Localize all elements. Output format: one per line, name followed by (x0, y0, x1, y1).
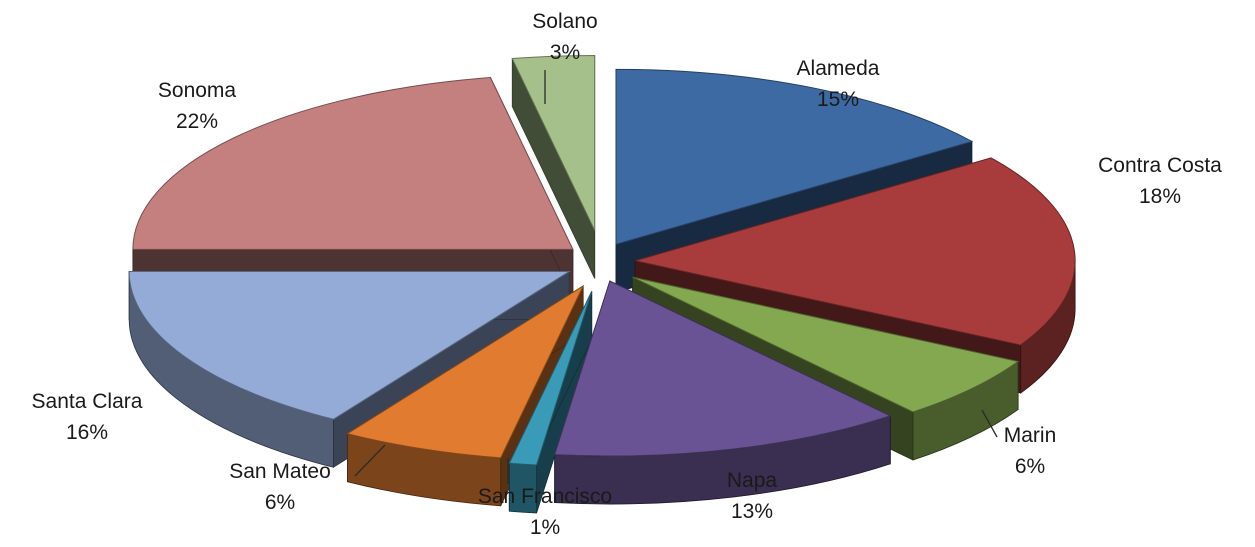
slice-alameda (615, 68, 974, 246)
slice-contra-costa (634, 157, 1076, 346)
slice-santa-clara (128, 271, 571, 420)
slice-sonoma (132, 76, 574, 250)
slice-labels: Alameda 15% Contra Costa 18% Marin 6% Napa 13% S… (32, 10, 1223, 539)
slice-value-santa-clara: 16% (66, 421, 108, 444)
slice-label-marin: Marin (1004, 424, 1057, 447)
slice-label-san-francisco: San Francisco (478, 485, 612, 508)
slice-label-santa-clara: Santa Clara (32, 390, 143, 413)
slice-label-sonoma: Sonoma (158, 79, 237, 102)
leader-line-marin (981, 409, 998, 438)
slice-value-marin: 6% (1015, 455, 1045, 478)
slice-value-solano: 3% (550, 41, 580, 64)
slice-label-contra-costa: Contra Costa (1098, 154, 1222, 177)
slice-value-san-mateo: 6% (265, 491, 295, 514)
slice-value-sonoma: 22% (176, 110, 218, 133)
slice-san-francisco (508, 291, 593, 466)
slice-value-napa: 13% (731, 500, 773, 523)
leader-lines (354, 70, 998, 484)
slice-solano (511, 54, 596, 231)
slice-tops (128, 54, 1076, 466)
slice-label-napa: Napa (727, 469, 778, 492)
slice-marin (632, 276, 1020, 413)
slice-napa (554, 280, 892, 457)
slice-san-mateo (346, 284, 585, 459)
slice-label-alameda: Alameda (797, 57, 880, 80)
slice-label-solano: Solano (532, 10, 597, 33)
slice-value-alameda: 15% (817, 88, 859, 111)
leader-line-san-mateo (354, 444, 386, 477)
slice-label-san-mateo: San Mateo (229, 460, 331, 483)
slice-value-contra-costa: 18% (1139, 185, 1181, 208)
slice-value-san-francisco: 1% (530, 516, 560, 539)
